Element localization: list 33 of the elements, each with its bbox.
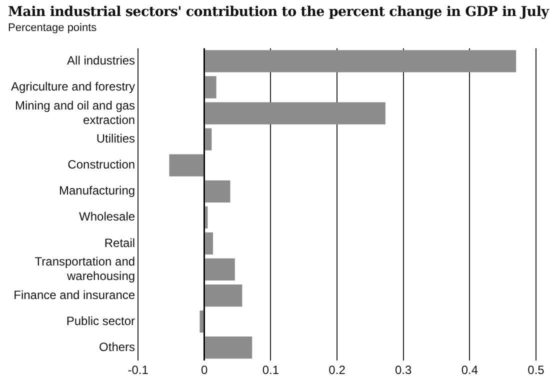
y-tick-label: Manufacturing: [59, 184, 136, 198]
bar: [205, 76, 216, 98]
y-tick-label: Others: [99, 340, 136, 354]
bar: [169, 154, 204, 176]
bar: [205, 206, 208, 228]
x-tick-label: 0: [201, 363, 208, 378]
chart-title: Main industrial sectors' contribution to the percent change in GDP in July: [8, 4, 549, 20]
bar: [205, 128, 212, 150]
y-tick-label: Public sector: [66, 314, 136, 328]
y-tick-label: Finance and insurance: [14, 288, 136, 302]
x-tick-label: 0.1: [262, 363, 280, 378]
y-tick-label: Wholesale: [79, 210, 136, 224]
bar: [205, 336, 252, 359]
y-tick-label: Construction: [68, 158, 136, 172]
x-tick-label: -0.1: [128, 363, 149, 378]
bar: [205, 50, 516, 72]
x-tick-label: 0.4: [461, 363, 478, 378]
y-tick-label: Transportation and warehousing: [34, 254, 136, 283]
x-tick-label: 0.5: [528, 363, 545, 378]
y-tick-label: Mining and oil and gas extraction: [14, 98, 136, 127]
bar: [205, 258, 235, 281]
chart-subtitle: Percentage points: [8, 22, 97, 34]
y-tick-label: Utilities: [96, 132, 136, 146]
x-tick-label: 0.3: [395, 363, 412, 378]
bar: [205, 180, 230, 202]
y-tick-label: Agriculture and forestry: [10, 80, 136, 94]
bar: [205, 232, 213, 255]
bar: [205, 284, 242, 307]
bar: [205, 102, 386, 124]
x-tick-label: 0.2: [328, 363, 346, 378]
bar: [200, 310, 204, 333]
y-tick-label: Retail: [104, 236, 136, 250]
y-tick-label: All industries: [67, 54, 136, 68]
